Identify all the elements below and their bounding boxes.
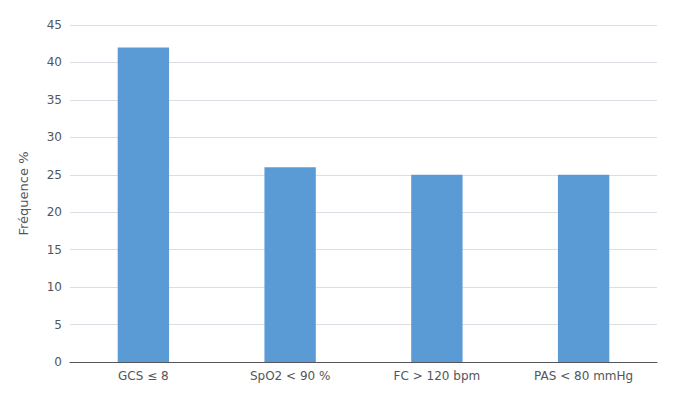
svg-text:Fréquence %: Fréquence % [16, 152, 31, 236]
svg-text:40: 40 [47, 55, 62, 69]
svg-text:PAS < 80 mmHg: PAS < 80 mmHg [534, 369, 633, 383]
svg-text:SpO2 < 90 %: SpO2 < 90 % [250, 369, 330, 383]
svg-text:FC > 120 bpm: FC > 120 bpm [394, 369, 481, 383]
svg-text:35: 35 [47, 93, 62, 107]
svg-text:20: 20 [47, 205, 62, 219]
svg-text:10: 10 [47, 280, 62, 294]
svg-text:GCS ≤ 8: GCS ≤ 8 [118, 369, 169, 383]
svg-text:30: 30 [47, 130, 62, 144]
svg-text:45: 45 [47, 18, 62, 32]
svg-text:15: 15 [47, 243, 62, 257]
svg-text:0: 0 [54, 355, 62, 369]
svg-text:25: 25 [47, 168, 62, 182]
svg-text:5: 5 [54, 318, 62, 332]
